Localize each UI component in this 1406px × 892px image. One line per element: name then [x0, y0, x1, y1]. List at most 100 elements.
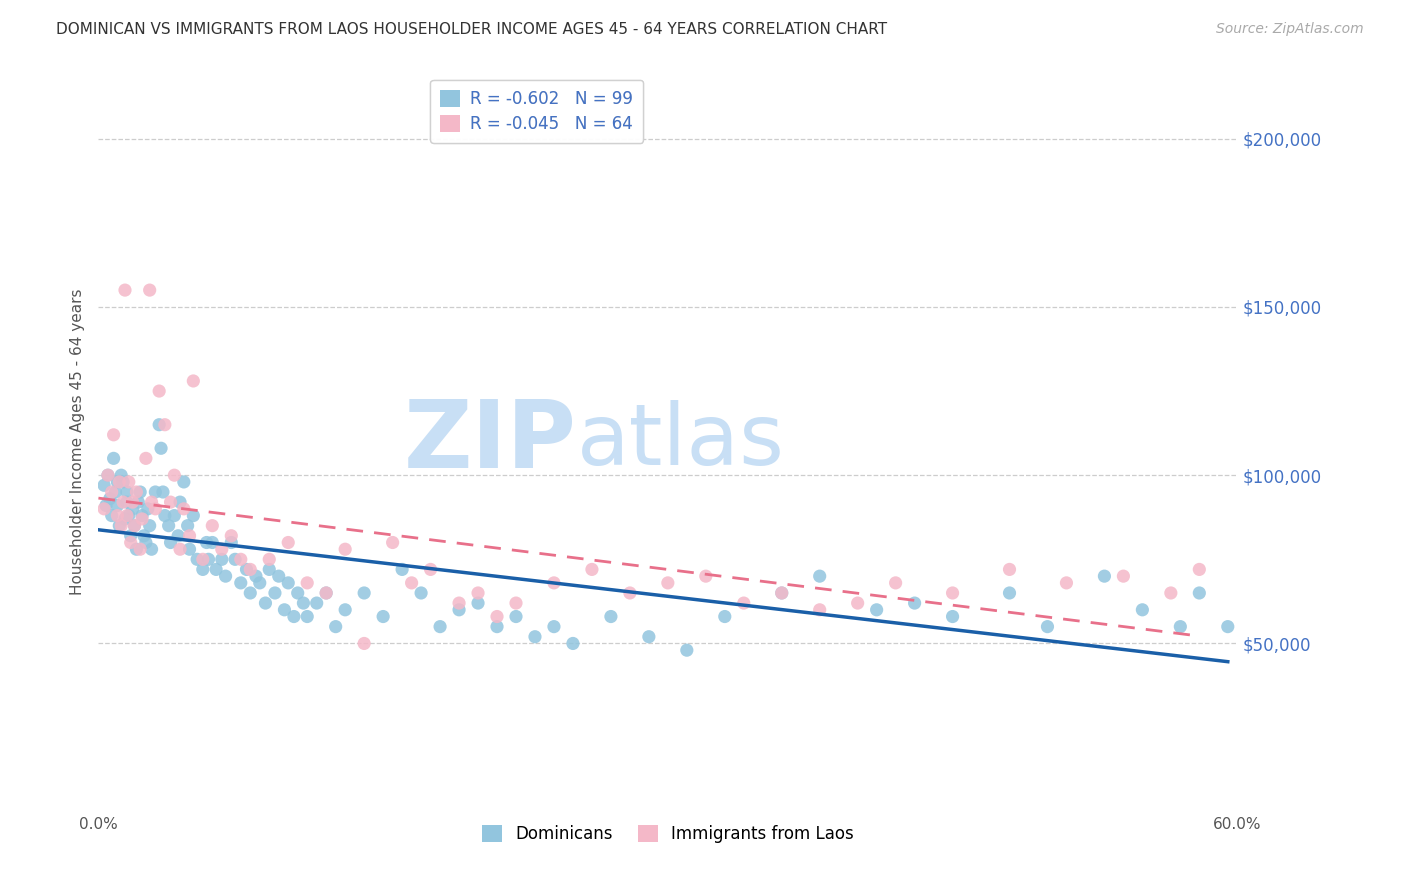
Point [904, 596, 927, 610]
Point [153, 417, 176, 432]
Point [315, 586, 337, 600]
Y-axis label: Householder Income Ages 45 - 64 years: Householder Income Ages 45 - 64 years [69, 288, 84, 595]
Point [121, 495, 143, 509]
Text: Source: ZipAtlas.com: Source: ZipAtlas.com [1216, 22, 1364, 37]
Point [467, 586, 489, 600]
Point [127, 495, 149, 509]
Point [186, 552, 208, 566]
Point [115, 495, 138, 509]
Point [103, 427, 125, 442]
Point [283, 609, 305, 624]
Point [467, 596, 489, 610]
Point [157, 518, 180, 533]
Point [145, 485, 167, 500]
Point [98, 491, 121, 506]
Point [245, 569, 267, 583]
Point [714, 609, 737, 624]
Point [235, 562, 257, 576]
Point [107, 475, 129, 489]
Point [292, 596, 315, 610]
Point [287, 586, 309, 600]
Point [884, 575, 907, 590]
Point [1056, 575, 1078, 590]
Point [866, 603, 889, 617]
Point [159, 495, 181, 509]
Point [1094, 569, 1116, 583]
Point [107, 508, 129, 523]
Point [141, 542, 163, 557]
Point [846, 596, 869, 610]
Point [201, 535, 224, 549]
Point [1160, 586, 1182, 600]
Point [100, 508, 122, 523]
Point [108, 518, 131, 533]
Point [211, 552, 233, 566]
Point [449, 596, 471, 610]
Point [97, 468, 120, 483]
Point [543, 575, 565, 590]
Point [183, 508, 205, 523]
Point [148, 417, 170, 432]
Point [229, 552, 252, 566]
Point [118, 475, 141, 489]
Point [179, 542, 201, 557]
Point [998, 586, 1021, 600]
Point [486, 619, 509, 633]
Point [103, 451, 125, 466]
Point [1216, 619, 1239, 633]
Point [259, 552, 281, 566]
Point [353, 636, 375, 650]
Point [411, 586, 433, 600]
Point [770, 586, 793, 600]
Point [153, 508, 176, 523]
Point [942, 609, 965, 624]
Point [381, 535, 404, 549]
Point [371, 609, 394, 624]
Point [657, 575, 679, 590]
Point [169, 495, 191, 509]
Point [277, 575, 299, 590]
Point [214, 569, 236, 583]
Point [195, 535, 218, 549]
Point [112, 495, 135, 509]
Point [104, 485, 127, 500]
Text: atlas: atlas [576, 400, 785, 483]
Point [115, 485, 138, 500]
Point [97, 468, 120, 483]
Point [131, 508, 153, 523]
Point [124, 518, 146, 533]
Point [124, 518, 146, 533]
Point [325, 619, 347, 633]
Point [148, 384, 170, 398]
Point [391, 562, 413, 576]
Point [401, 575, 423, 590]
Point [173, 475, 195, 489]
Point [176, 518, 198, 533]
Point [115, 508, 138, 523]
Point [173, 501, 195, 516]
Point [335, 542, 357, 557]
Point [315, 586, 337, 600]
Point [239, 586, 262, 600]
Point [353, 586, 375, 600]
Point [129, 485, 152, 500]
Point [159, 535, 181, 549]
Point [136, 501, 159, 516]
Point [135, 535, 157, 549]
Point [273, 603, 295, 617]
Point [1188, 562, 1211, 576]
Point [141, 495, 163, 509]
Point [114, 512, 136, 526]
Point [1112, 569, 1135, 583]
Point [221, 529, 243, 543]
Point [808, 569, 831, 583]
Text: ZIP: ZIP [404, 395, 576, 488]
Point [770, 586, 793, 600]
Point [297, 575, 319, 590]
Point [131, 512, 153, 526]
Point [100, 485, 122, 500]
Point [179, 529, 201, 543]
Point [259, 562, 281, 576]
Point [676, 643, 699, 657]
Point [191, 562, 214, 576]
